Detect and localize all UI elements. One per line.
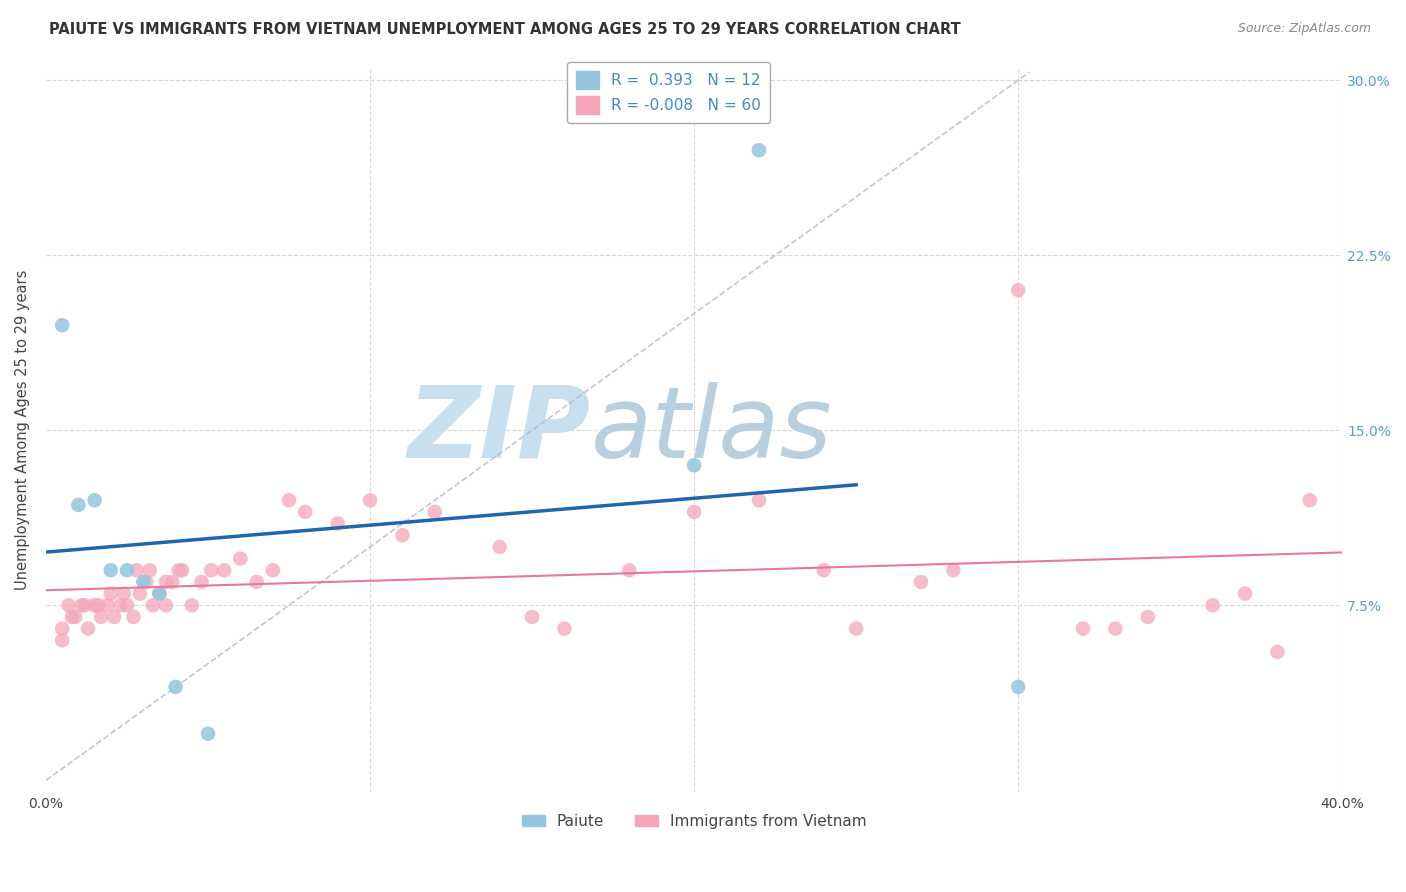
- Point: [423, 505, 446, 519]
- Point: [155, 599, 177, 613]
- Point: [246, 574, 269, 589]
- Point: [125, 563, 148, 577]
- Point: [488, 540, 510, 554]
- Point: [167, 563, 190, 577]
- Point: [100, 563, 122, 577]
- Point: [845, 622, 868, 636]
- Point: [90, 610, 112, 624]
- Point: [359, 493, 381, 508]
- Point: [294, 505, 316, 519]
- Point: [70, 599, 93, 613]
- Point: [83, 599, 105, 613]
- Point: [115, 563, 138, 577]
- Point: [1007, 680, 1029, 694]
- Point: [197, 726, 219, 740]
- Legend: Paiute, Immigrants from Vietnam: Paiute, Immigrants from Vietnam: [516, 808, 873, 835]
- Point: [58, 599, 80, 613]
- Point: [96, 599, 118, 613]
- Point: [115, 599, 138, 613]
- Point: [748, 493, 770, 508]
- Point: [51, 622, 73, 636]
- Point: [278, 493, 301, 508]
- Point: [683, 458, 706, 473]
- Text: ZIP: ZIP: [408, 382, 591, 479]
- Point: [212, 563, 235, 577]
- Point: [51, 318, 73, 333]
- Point: [1104, 622, 1126, 636]
- Text: Source: ZipAtlas.com: Source: ZipAtlas.com: [1237, 22, 1371, 36]
- Point: [67, 498, 90, 512]
- Point: [155, 574, 177, 589]
- Point: [683, 505, 706, 519]
- Point: [1267, 645, 1289, 659]
- Point: [162, 574, 184, 589]
- Text: PAIUTE VS IMMIGRANTS FROM VIETNAM UNEMPLOYMENT AMONG AGES 25 TO 29 YEARS CORRELA: PAIUTE VS IMMIGRANTS FROM VIETNAM UNEMPL…: [49, 22, 960, 37]
- Text: atlas: atlas: [591, 382, 832, 479]
- Point: [326, 516, 349, 531]
- Point: [83, 493, 105, 508]
- Point: [553, 622, 575, 636]
- Point: [1071, 622, 1094, 636]
- Point: [619, 563, 641, 577]
- Point: [200, 563, 222, 577]
- Point: [748, 143, 770, 157]
- Point: [103, 610, 125, 624]
- Point: [172, 563, 194, 577]
- Point: [910, 574, 932, 589]
- Point: [138, 563, 160, 577]
- Point: [135, 574, 157, 589]
- Point: [190, 574, 212, 589]
- Y-axis label: Unemployment Among Ages 25 to 29 years: Unemployment Among Ages 25 to 29 years: [15, 270, 30, 591]
- Point: [129, 586, 152, 600]
- Point: [112, 586, 135, 600]
- Point: [142, 599, 165, 613]
- Point: [165, 680, 187, 694]
- Point: [1299, 493, 1322, 508]
- Point: [1007, 283, 1029, 297]
- Point: [391, 528, 413, 542]
- Point: [148, 586, 170, 600]
- Point: [60, 610, 83, 624]
- Point: [51, 633, 73, 648]
- Point: [77, 622, 100, 636]
- Point: [1201, 599, 1223, 613]
- Point: [87, 599, 110, 613]
- Point: [63, 610, 86, 624]
- Point: [520, 610, 543, 624]
- Point: [1234, 586, 1257, 600]
- Point: [262, 563, 284, 577]
- Point: [132, 574, 155, 589]
- Point: [122, 610, 145, 624]
- Point: [813, 563, 835, 577]
- Point: [942, 563, 965, 577]
- Point: [229, 551, 252, 566]
- Point: [100, 586, 122, 600]
- Point: [73, 599, 96, 613]
- Point: [1136, 610, 1159, 624]
- Point: [180, 599, 202, 613]
- Point: [148, 586, 170, 600]
- Point: [110, 599, 132, 613]
